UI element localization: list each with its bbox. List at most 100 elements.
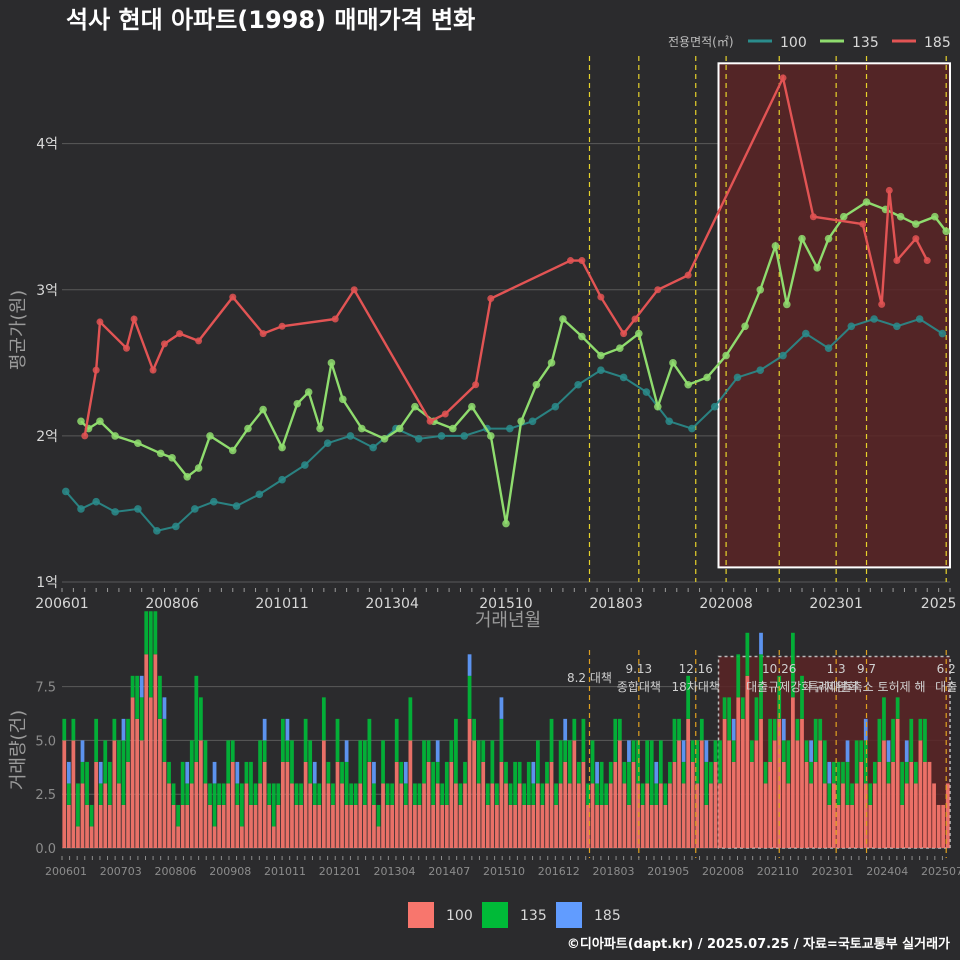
volume-bar-135 — [481, 740, 486, 762]
volume-bar-100 — [390, 804, 395, 848]
volume-bar-185 — [285, 718, 290, 741]
volume-bar-135 — [554, 783, 558, 805]
volume-bar-100 — [631, 761, 636, 848]
volume-bar-100 — [62, 740, 67, 848]
data-point-100 — [505, 424, 514, 433]
volume-bar-100 — [394, 761, 399, 848]
volume-bar-100 — [640, 804, 645, 848]
volume-bar-100 — [276, 804, 281, 848]
volume-bar-100 — [608, 783, 613, 848]
volume-bar-135 — [280, 718, 285, 762]
data-point-135 — [487, 432, 495, 440]
volume-bar-100 — [85, 804, 89, 848]
data-point-185 — [654, 286, 662, 294]
volume-bar-100 — [221, 804, 226, 848]
volume-bar-185 — [66, 761, 71, 784]
volume-bar-100 — [267, 804, 272, 848]
volume-bar-100 — [426, 761, 431, 848]
event-date-label: 10.26 — [762, 662, 796, 676]
volume-x-tick-label: 202110 — [757, 865, 799, 878]
volume-bar-100 — [945, 783, 950, 848]
volume-bar-100 — [490, 783, 495, 848]
volume-bar-135 — [759, 654, 763, 719]
data-point-135 — [756, 285, 765, 294]
volume-bar-135 — [449, 740, 454, 762]
volume-bar-135 — [795, 718, 800, 741]
volume-bar-100 — [841, 783, 845, 848]
volume-bar-135 — [208, 783, 212, 805]
volume-bar-135 — [545, 761, 549, 784]
event-date-label: 9.7 — [857, 662, 876, 676]
legend-label-185: 185 — [924, 35, 951, 51]
volume-bar-100 — [718, 783, 722, 848]
data-point-135 — [316, 424, 324, 433]
volume-bar-135 — [645, 740, 650, 784]
volume-bar-135 — [526, 761, 531, 805]
volume-bar-135 — [718, 740, 722, 784]
volume-bar-100 — [504, 783, 508, 848]
volume-bar-100 — [203, 783, 208, 848]
data-point-135 — [395, 424, 404, 433]
volume-bar-185 — [904, 740, 909, 762]
volume-bar-100 — [226, 783, 231, 848]
volume-bar-100 — [185, 804, 190, 848]
data-point-100 — [642, 388, 651, 396]
event-name-label: 대출규제강화 — [746, 680, 812, 694]
volume-bar-100 — [454, 783, 458, 848]
data-point-135 — [77, 417, 85, 426]
volume-bar-100 — [472, 740, 476, 848]
volume-bar-100 — [791, 697, 795, 848]
x-tick-label: 202008 — [699, 596, 752, 612]
data-point-185 — [567, 257, 575, 265]
volume-bar-100 — [121, 804, 126, 848]
price-chart-panel: 1억 2억 3억 4억 200601 200806 201011 201304 201510 20… — [35, 56, 956, 612]
volume-bar-100 — [353, 804, 358, 848]
volume-bar-135 — [171, 783, 176, 805]
data-point-185 — [472, 381, 480, 389]
data-point-135 — [912, 220, 920, 228]
volume-bar-100 — [194, 761, 199, 848]
volume-bar-135 — [294, 783, 299, 805]
volume-bar-135 — [508, 783, 513, 805]
volume-bar-135 — [836, 761, 841, 805]
volume-bar-100 — [372, 804, 376, 848]
volume-bar-135 — [576, 761, 581, 784]
volume-bar-135 — [381, 740, 385, 784]
volume-bar-100 — [549, 761, 554, 848]
volume-bar-100 — [89, 826, 94, 848]
event-date-label: 9.13 — [625, 662, 652, 676]
volume-bar-100 — [645, 783, 650, 848]
data-point-100 — [597, 366, 605, 374]
data-point-100 — [172, 522, 180, 531]
volume-bar-135 — [763, 761, 768, 784]
data-point-185 — [859, 220, 867, 228]
volume-bar-100 — [258, 783, 262, 848]
volume-bar-135 — [317, 783, 322, 805]
volume-bar-100 — [745, 675, 750, 848]
volume-bar-100 — [900, 804, 905, 848]
volume-bar-135 — [572, 718, 577, 741]
data-point-100 — [346, 432, 355, 440]
x-tick-label: 202301 — [809, 596, 862, 612]
volume-bar-100 — [731, 761, 736, 848]
volume-bar-135 — [194, 675, 199, 762]
volume-bar-100 — [476, 783, 481, 848]
volume-bar-100 — [617, 740, 622, 848]
volume-bar-135 — [203, 740, 208, 784]
volume-bar-100 — [80, 783, 85, 848]
volume-bar-100 — [112, 740, 117, 848]
volume-bar-135 — [331, 783, 335, 805]
volume-bar-100 — [240, 826, 244, 848]
data-point-135 — [722, 351, 730, 360]
volume-bar-135 — [786, 740, 791, 784]
data-point-135 — [304, 388, 313, 396]
volume-bar-100 — [153, 654, 158, 848]
volume-bar-100 — [103, 783, 108, 848]
data-point-185 — [160, 340, 168, 348]
data-point-185 — [130, 315, 138, 323]
data-point-135 — [468, 402, 476, 411]
y-tick-label: 1억 — [36, 575, 58, 591]
volume-bar-135 — [66, 783, 71, 805]
volume-bar-100 — [882, 740, 886, 848]
data-point-135 — [703, 373, 711, 382]
